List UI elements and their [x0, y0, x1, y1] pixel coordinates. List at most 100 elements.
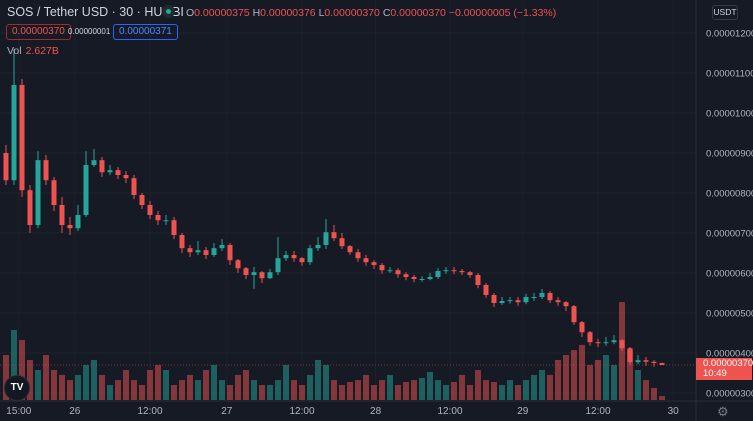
- volume-bar: [555, 359, 561, 400]
- candle-body: [459, 271, 465, 273]
- high-label: H: [252, 7, 261, 19]
- volume-bar: [579, 344, 585, 400]
- candle-body: [203, 250, 209, 255]
- volume-bar: [419, 377, 425, 400]
- close-value: 0.00000370: [390, 7, 446, 19]
- candle-body: [603, 342, 609, 344]
- open-value: 0.00000375: [194, 7, 250, 19]
- spread-value: 0.00000001: [68, 27, 111, 36]
- buy-button[interactable]: 0.00000371: [113, 24, 178, 40]
- time-tick-label: 12:00: [289, 406, 314, 417]
- volume-bar: [427, 371, 433, 400]
- volume-bar: [187, 374, 193, 400]
- candle-body: [139, 195, 145, 205]
- time-tick-label: 27: [221, 406, 233, 417]
- candle-body: [355, 252, 361, 259]
- price-tick-label: 0.00000800: [706, 189, 753, 200]
- volume-bar: [563, 355, 569, 400]
- candle-body: [155, 215, 161, 221]
- candle-body: [363, 258, 369, 263]
- candle-body: [187, 248, 193, 253]
- volume-bar: [3, 355, 9, 400]
- volume-label: Vol: [7, 45, 22, 57]
- volume-bar: [659, 396, 665, 400]
- candle-body: [371, 262, 377, 265]
- candle-body: [147, 205, 153, 215]
- last-price-value: 0.00000370: [703, 358, 753, 369]
- time-tick-label: 29: [517, 406, 529, 417]
- candle-body: [131, 178, 137, 195]
- volume-bar: [147, 370, 153, 400]
- volume-bar: [307, 374, 313, 400]
- candle-body: [627, 348, 633, 363]
- currency-button[interactable]: USDT: [712, 5, 738, 20]
- price-axis[interactable]: 0.00001200 0.00001100 0.00001000 0.00000900…: [706, 29, 753, 400]
- candle-body: [243, 268, 249, 275]
- volume-bar: [627, 350, 633, 400]
- candle-body: [19, 85, 25, 191]
- volume-bar: [435, 380, 441, 400]
- close-label: C: [382, 7, 391, 19]
- candle-body: [563, 302, 569, 307]
- volume-bar: [451, 382, 457, 400]
- candle-body: [419, 279, 425, 280]
- candle-body: [643, 360, 649, 362]
- volume-bar: [131, 380, 137, 400]
- candle-body: [467, 272, 473, 275]
- volume-bar: [643, 380, 649, 400]
- volume-bar: [123, 370, 129, 400]
- ohlc-legend: O0.00000375 H0.00000376 L0.00000370 C0.0…: [186, 7, 556, 19]
- candle-body: [171, 220, 177, 235]
- candle-body: [307, 248, 313, 263]
- candle-body: [403, 274, 409, 277]
- volume-bar: [603, 355, 609, 400]
- volume-bar: [507, 380, 513, 400]
- candle-body: [539, 293, 545, 297]
- volume-bar: [139, 385, 145, 400]
- settings-gear-icon[interactable]: ⚙: [717, 404, 729, 419]
- volume-bar: [347, 382, 353, 400]
- volume-bar: [651, 388, 657, 400]
- volume-bar: [99, 374, 105, 400]
- tradingview-logo-icon[interactable]: TV: [5, 376, 29, 400]
- candle-body: [299, 258, 305, 263]
- symbol-title[interactable]: SOS / Tether USD · 30 · HUOBI: [7, 5, 184, 19]
- volume-bar: [43, 355, 49, 400]
- volume-bar: [355, 380, 361, 400]
- volume-bar: [171, 385, 177, 400]
- candle-body: [259, 272, 265, 279]
- volume-bar: [403, 382, 409, 400]
- candle-body: [251, 272, 257, 275]
- price-tick-label: 0.00000500: [706, 309, 753, 320]
- volume-bar: [547, 374, 553, 400]
- candle-body: [75, 215, 81, 229]
- candle-body: [619, 340, 625, 349]
- volume-bar: [291, 380, 297, 400]
- candle-body: [83, 165, 89, 215]
- volume-bar: [227, 385, 233, 400]
- candle-body: [491, 295, 497, 303]
- candle-body: [275, 258, 281, 273]
- candle-body: [43, 160, 49, 181]
- time-axis[interactable]: 15:00 26 12:00 27 12:00 28 12:00 29 12:00 30: [6, 406, 679, 417]
- volume-bar: [515, 385, 521, 400]
- candle-body: [267, 272, 273, 279]
- candle-body: [499, 301, 505, 303]
- volume-bar: [211, 365, 217, 400]
- volume-bar: [107, 385, 113, 400]
- volume-bar: [283, 365, 289, 400]
- candle-body: [427, 277, 433, 279]
- low-value: 0.00000370: [324, 7, 380, 19]
- price-tick-label: 0.00000300: [706, 389, 753, 400]
- candle-body: [635, 360, 641, 363]
- time-tick-label: 28: [370, 406, 382, 417]
- candle-body: [195, 250, 201, 253]
- candle-body: [507, 300, 513, 302]
- volume-bar: [531, 374, 537, 400]
- volume-bar: [587, 365, 593, 400]
- sell-button[interactable]: 0.00000370: [6, 24, 71, 40]
- volume-bar: [219, 380, 225, 400]
- volume-bar: [163, 370, 169, 400]
- candle-body: [379, 265, 385, 271]
